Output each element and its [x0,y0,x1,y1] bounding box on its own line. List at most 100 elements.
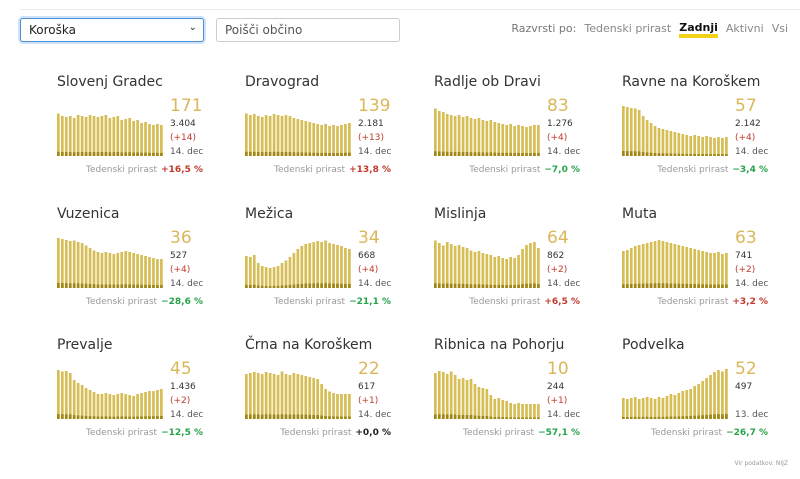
municipality-card[interactable]: Podvelka 52 497 13. dec Tedenski prirast −26,… [622,337,800,457]
bar [661,129,665,156]
bar [681,246,685,288]
bar-new-cases [248,414,252,419]
bar [92,116,96,156]
bar-new-cases [292,414,296,419]
last-date: 14. dec [735,147,769,157]
bar-new-cases [673,283,677,288]
bar-new-cases [348,416,351,419]
bar-new-cases [76,151,80,156]
bar-new-cases [296,414,300,419]
sparkline-chart [434,108,540,156]
region-select[interactable]: Koroška ⌄ [20,18,204,42]
municipality-card[interactable]: Slovenj Gradec 171 3.404 (+14) 14. dec Tedens… [57,74,247,194]
municipality-card[interactable]: Črna na Koroškem 22 617 (+1) 14. dec Tedenski… [245,337,435,457]
bar-new-cases [721,414,724,419]
bar [497,256,501,288]
bar-new-cases [304,152,308,156]
bar [156,124,159,156]
bar-new-cases [693,153,697,156]
bar [493,399,497,419]
daily-delta: (+2) [170,396,191,406]
bar [88,390,92,419]
municipality-card[interactable]: Ribnica na Pohorju 10 244 (+1) 14. dec Tedens… [434,337,624,457]
bar-new-cases [252,151,256,156]
bar [517,255,520,288]
sort-option-active[interactable]: Aktivni [725,22,764,35]
bar [501,400,505,419]
last-date: 14. dec [170,410,204,420]
bar-new-cases [308,283,312,288]
bar [245,113,248,156]
bar-new-cases [100,152,104,156]
bar-new-cases [288,414,292,419]
sort-option-all[interactable]: Vsi [771,22,788,35]
bar [348,394,351,419]
bar [445,374,449,419]
bar-new-cases [60,283,64,288]
municipality-card[interactable]: Dravograd 139 2.181 (+13) 14. dec Tedenski pr… [245,74,435,194]
bar-new-cases [80,283,84,288]
weekly-growth-value: −12,5 % [161,428,203,438]
municipality-card[interactable]: Mežica 34 668 (+4) 14. dec Tedenski prirast −2… [245,206,435,326]
bar-new-cases [128,416,132,419]
bar [60,239,64,288]
bar [140,393,143,419]
bar-new-cases [641,416,645,419]
municipality-card[interactable]: Ravne na Koroškem 57 2.142 (+4) 14. dec Teden… [622,74,800,194]
bar-new-cases [276,414,280,419]
bar [160,389,163,419]
bar-new-cases [128,284,132,288]
municipality-card[interactable]: Radlje ob Dravi 83 1.276 (+4) 14. dec Tedensk… [434,74,624,194]
bar-new-cases [156,285,159,288]
bar-new-cases [140,284,143,288]
bar-new-cases [256,285,260,288]
bar [256,373,260,419]
sort-option-latest[interactable]: Zadnji [679,22,718,38]
municipality-card[interactable]: Muta 63 741 (+2) 14. dec Tedenski prirast +3,2… [622,206,800,326]
bar-new-cases [661,153,665,156]
sparkline-chart [57,370,163,419]
bar [677,245,681,288]
bar [276,266,280,288]
bar [108,394,112,419]
sort-label: Razvrsti po: [511,22,577,35]
bar-new-cases [665,153,669,156]
municipality-card[interactable]: Mislinja 64 862 (+2) 14. dec Tedenski prirast… [434,206,624,326]
bar [485,121,489,156]
bar [132,253,135,288]
bar-new-cases [332,416,335,419]
bar-new-cases [653,283,657,288]
weekly-growth: Tedenski prirast −28,6 % [86,297,203,307]
weekly-growth-value: +16,5 % [161,165,203,175]
bar [453,116,457,156]
weekly-growth: Tedenski prirast −26,7 % [651,428,768,438]
bar [669,131,673,156]
bar [537,125,540,156]
bar [120,393,124,419]
search-input[interactable] [216,18,400,42]
bar [340,394,343,419]
bar-new-cases [633,416,637,419]
bar-new-cases [312,283,316,288]
last-date: 14. dec [358,410,392,420]
bar-new-cases [245,151,248,156]
bar-new-cases [108,416,112,419]
bar-new-cases [316,415,320,419]
bar [469,118,473,156]
sort-option-weekly[interactable]: Tedenski prirast [584,22,672,35]
bar-new-cases [669,153,673,156]
bar-new-cases [336,153,339,156]
municipality-card[interactable]: Prevalje 45 1.436 (+2) 14. dec Tedenski prira… [57,337,247,457]
bar-new-cases [136,152,139,156]
bar-new-cases [328,416,331,419]
daily-delta: (+4) [170,265,191,275]
bar [84,388,88,419]
bar-new-cases [100,416,104,419]
bar [445,114,449,156]
municipality-card[interactable]: Vuzenica 36 527 (+4) 14. dec Tedenski prirast… [57,206,247,326]
bar [332,393,335,419]
bar [304,121,308,156]
bar [445,242,449,288]
last-date: 13. dec [735,410,769,420]
bar-new-cases [312,414,316,419]
